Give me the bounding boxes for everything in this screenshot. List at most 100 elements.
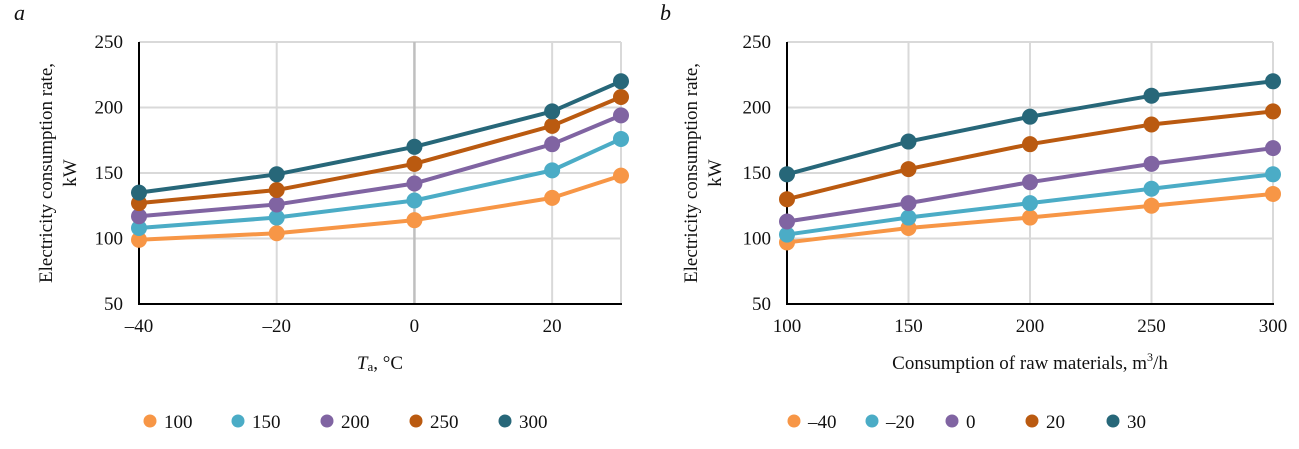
legend-marker [409, 414, 423, 428]
data-point [268, 196, 285, 213]
data-point [1022, 174, 1038, 191]
legend-marker [498, 414, 512, 428]
x-tick-label: –20 [261, 316, 291, 337]
legend-marker [1106, 414, 1120, 428]
data-point [268, 209, 285, 226]
data-point [406, 138, 423, 155]
y-axis-label-line2-a: kW [60, 159, 81, 187]
data-point [1143, 87, 1160, 104]
data-point [779, 226, 795, 243]
y-tick-label: 200 [743, 98, 772, 119]
legend-label: 100 [164, 412, 193, 433]
legend-marker [320, 414, 334, 428]
legend-marker [865, 414, 879, 428]
x-axis-label-a: Ta, °C [357, 353, 403, 374]
legend-label: 150 [252, 412, 281, 433]
data-point [131, 208, 147, 225]
data-point [779, 166, 795, 183]
data-point [613, 89, 629, 106]
data-point [1022, 136, 1038, 153]
legend-label: 250 [430, 412, 459, 433]
data-point [1265, 185, 1281, 202]
data-point [406, 175, 423, 192]
data-point [613, 167, 629, 184]
x-tick-label: 150 [894, 316, 923, 337]
data-point [900, 195, 917, 212]
data-point [544, 162, 561, 179]
y-axis-label-line1-b: Electricity consumption rate, [681, 63, 702, 283]
data-point [779, 191, 795, 208]
data-point [1022, 195, 1038, 212]
series-line-100 [138, 173, 622, 242]
y-tick-label: 150 [95, 163, 124, 184]
legend-label: 0 [966, 412, 976, 433]
data-point [613, 130, 629, 147]
x-axis-label-b-sup: 3 [1147, 350, 1153, 364]
data-point [544, 189, 561, 206]
y-tick-label: 250 [743, 32, 772, 53]
data-point [268, 182, 285, 199]
data-point [268, 166, 285, 183]
x-tick-label: 0 [410, 316, 420, 337]
legend-marker [945, 414, 959, 428]
data-point [131, 231, 147, 248]
y-tick-label: 50 [104, 294, 123, 315]
data-point [406, 212, 423, 229]
data-point [406, 192, 423, 209]
y-tick-label: 200 [95, 98, 124, 119]
chart-b: b Electricity consumption rate, kW Consu… [660, 0, 1287, 433]
data-point [406, 155, 423, 172]
data-point [779, 213, 795, 230]
data-point [1022, 209, 1038, 226]
chart-a: a Electricity consumption rate, kW Ta, °… [14, 0, 629, 433]
legend-marker [143, 414, 157, 428]
data-point [1143, 180, 1160, 197]
data-point [1143, 155, 1160, 172]
data-point [900, 161, 917, 178]
data-point [1022, 108, 1038, 125]
data-point [1265, 103, 1281, 120]
x-tick-label: 250 [1137, 316, 1166, 337]
legend-marker [231, 414, 245, 428]
data-point [544, 117, 561, 134]
data-point [613, 73, 629, 90]
data-point [1265, 73, 1281, 90]
legend-label: –40 [807, 412, 837, 433]
legend-label: 300 [519, 412, 548, 433]
panel-label-b: b [660, 0, 671, 25]
data-point [131, 220, 147, 237]
data-point [900, 133, 917, 150]
y-axis-label-line1-a: Electricity consumption rate, [36, 63, 57, 283]
data-point [1143, 197, 1160, 214]
data-point [1265, 166, 1281, 183]
x-axis-label-b-rest: /h [1153, 353, 1168, 374]
y-axis-label-line2-b: kW [705, 159, 726, 187]
legend-label: 200 [341, 412, 370, 433]
data-point [900, 209, 917, 226]
data-point [268, 225, 285, 242]
panel-label-a: a [14, 0, 25, 25]
y-tick-label: 250 [95, 32, 124, 53]
y-tick-label: 150 [743, 163, 772, 184]
legend-label: 30 [1127, 412, 1146, 433]
x-tick-label: 200 [1016, 316, 1045, 337]
legend-label: 20 [1046, 412, 1065, 433]
x-axis-label-a-rest: , °C [373, 353, 403, 374]
x-axis-label-a-sub: a [368, 359, 374, 374]
x-tick-label: 20 [543, 316, 562, 337]
legend-label: –20 [885, 412, 915, 433]
data-point [1143, 116, 1160, 133]
data-point [613, 107, 629, 124]
y-tick-label: 100 [95, 229, 124, 250]
x-axis-label-b: Consumption of raw materials, m3/h [892, 350, 1168, 374]
x-tick-label: 300 [1259, 316, 1288, 337]
x-axis-label-a-main: T [357, 353, 369, 374]
legend-marker [1025, 414, 1039, 428]
data-point [544, 136, 561, 153]
legend-marker [787, 414, 801, 428]
data-point [544, 103, 561, 120]
x-axis-label-b-main: Consumption of raw materials, m [892, 353, 1147, 374]
y-tick-label: 50 [752, 294, 771, 315]
x-tick-label: 100 [773, 316, 802, 337]
